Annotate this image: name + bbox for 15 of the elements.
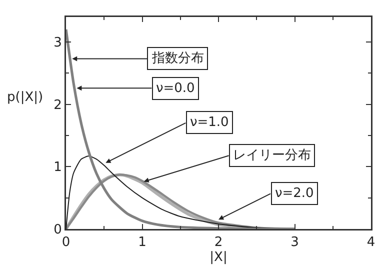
annotation: 指数分布 xyxy=(151,51,204,66)
annotation: ν=2.0 xyxy=(275,186,314,201)
x-tick-label: 4 xyxy=(366,235,376,250)
y-tick-label: 3 xyxy=(54,35,62,50)
x-tick-label: 1 xyxy=(138,235,146,250)
y-axis-title: p(|X|) xyxy=(7,90,44,105)
annotation: ν=1.0 xyxy=(190,115,229,130)
x-axis-title: |X| xyxy=(210,250,228,266)
annotation: ν=0.0 xyxy=(156,81,195,96)
y-tick-label: 2 xyxy=(54,98,62,113)
x-tick-label: 3 xyxy=(290,235,299,250)
y-tick-label: 1 xyxy=(54,160,62,176)
y-tick-label: 0 xyxy=(54,222,62,238)
annotation: レイリー分布 xyxy=(233,148,311,163)
x-tick-label: 2 xyxy=(214,235,223,250)
